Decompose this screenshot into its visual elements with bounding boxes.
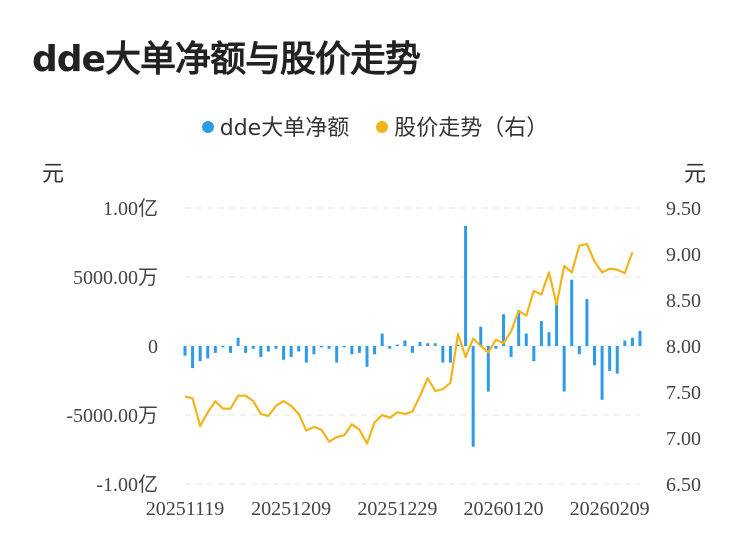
y-right-tick-label: 6.50: [666, 474, 701, 496]
dde-bar: [585, 299, 589, 346]
dde-bar: [342, 346, 346, 348]
dde-bar: [236, 337, 240, 346]
dde-bar: [365, 346, 369, 367]
y-left-tick-label: 0: [148, 336, 158, 358]
dde-bar: [266, 346, 270, 352]
dde-bar: [502, 314, 505, 346]
dde-bar: [229, 346, 232, 353]
dde-bar: [426, 343, 430, 346]
dde-bar: [357, 346, 361, 353]
dde-bar: [570, 279, 574, 346]
dde-bar: [494, 346, 498, 349]
dde-bar: [183, 346, 187, 356]
dde-bar: [259, 346, 263, 358]
y-left-tick-label: -1.00亿: [96, 473, 158, 496]
dde-bar: [562, 346, 566, 392]
dde-bar: [380, 333, 384, 346]
dde-bar: [395, 344, 399, 346]
dde-bar: [615, 346, 619, 374]
dde-bar: [198, 346, 202, 362]
dde-bar: [297, 346, 301, 352]
dde-bar: [213, 346, 217, 353]
dde-bar: [448, 346, 452, 363]
x-tick-label: 20260120: [464, 498, 544, 520]
x-tick-label: 20251119: [146, 498, 225, 520]
dde-bar: [388, 346, 392, 349]
dde-bar: [524, 333, 528, 346]
dde-bar: [630, 337, 634, 346]
dde-bar: [327, 346, 331, 349]
dde-bar: [593, 346, 596, 366]
dde-bar: [471, 346, 475, 447]
dde-bar: [282, 346, 286, 360]
legend: dde大单净额 股价走势（右）: [0, 110, 750, 142]
legend-item-price[interactable]: 股价走势（右）: [376, 110, 548, 142]
y-right-tick-label: 8.50: [666, 290, 701, 312]
dde-bar: [464, 225, 468, 346]
x-tick-label: 20260209: [570, 498, 650, 520]
dde-bar: [320, 346, 323, 348]
dde-bar: [600, 346, 604, 400]
dde-bar: [555, 300, 559, 346]
dde-bar: [532, 346, 536, 362]
dde-bar: [456, 344, 460, 346]
dde-bar: [403, 340, 407, 346]
y-left-tick-label: -5000.00万: [66, 405, 158, 427]
dde-bar: [623, 340, 627, 346]
dde-bar: [373, 346, 377, 355]
y-left-tick-label: 1.00亿: [103, 197, 158, 220]
y-right-tick-label: 9.00: [666, 244, 701, 266]
dde-bar: [350, 346, 354, 355]
dde-bar: [411, 346, 414, 353]
dde-bar: [441, 346, 445, 363]
legend-label-dde: dde大单净额: [219, 116, 350, 141]
y-right-tick-label: 7.50: [666, 382, 701, 404]
dde-bar: [191, 346, 195, 369]
dde-bar: [274, 346, 278, 349]
dde-bar: [608, 346, 612, 371]
dde-bar: [289, 346, 293, 358]
dde-bar: [517, 310, 521, 346]
dde-bar: [244, 346, 248, 353]
right-axis-unit: 元: [684, 162, 707, 187]
y-left-tick-label: 5000.00万: [73, 267, 158, 289]
legend-dot-icon: [376, 121, 389, 133]
dde-bar: [539, 321, 543, 346]
dde-bar: [251, 346, 255, 349]
x-tick-label: 20251229: [357, 498, 437, 520]
left-axis-unit: 元: [42, 162, 65, 187]
dde-bar: [577, 346, 581, 355]
y-right-tick-label: 9.50: [666, 198, 701, 220]
legend-dot-icon: [201, 121, 214, 133]
dde-bar: [312, 346, 316, 355]
dde-bar: [479, 326, 483, 346]
legend-label-price: 股价走势（右）: [394, 116, 549, 141]
y-right-tick-label: 7.00: [666, 428, 701, 450]
price-line: [184, 242, 634, 445]
dde-bar: [433, 343, 437, 346]
y-right-tick-label: 8.00: [666, 336, 701, 358]
dde-bar: [304, 346, 308, 363]
dde-bar: [418, 341, 422, 346]
legend-item-dde[interactable]: dde大单净额: [201, 110, 350, 142]
dde-bar: [206, 346, 210, 359]
dde-bar: [509, 346, 513, 358]
dde-bar: [486, 346, 490, 392]
dde-bar: [638, 330, 642, 346]
dde-bar: [221, 346, 225, 348]
x-tick-label: 20251209: [251, 498, 331, 520]
chart-title: dde大单净额与股价走势: [32, 39, 421, 80]
dde-bar: [335, 346, 339, 363]
dde-bar: [547, 332, 551, 346]
